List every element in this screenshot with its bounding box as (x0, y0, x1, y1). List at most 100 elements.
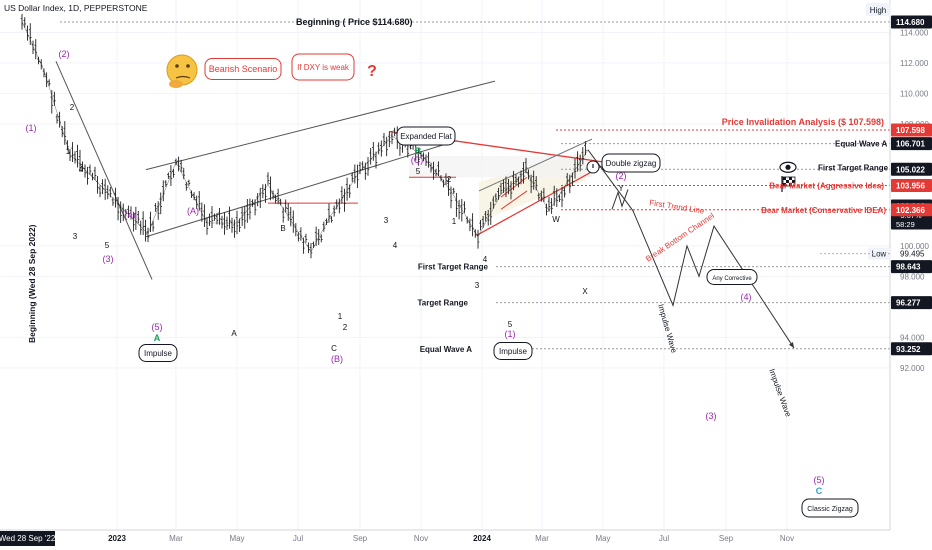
high-price-tag-bg (891, 15, 932, 29)
impulse-mid-box: Impulse (493, 342, 533, 360)
symbol-title: US Dollar Index, 1D, PEPPERSTONE (4, 3, 148, 13)
equal-wave-a-low-price-tag-text: 93.252 (896, 345, 921, 354)
low-label-bg (868, 247, 891, 260)
any-corrective-box: Any Corrective (706, 269, 758, 285)
wave-label: 2 (70, 103, 75, 112)
classic-zigzag-box-text: Classic Zigzag (807, 506, 853, 513)
current-price-tag-countdown: 58:29 (896, 220, 915, 229)
conservative-price-tag: 102.366 (891, 203, 932, 217)
wave-label: 2 (447, 175, 452, 184)
eye-icon (779, 161, 797, 173)
time-tick-label: May (595, 534, 610, 543)
wave-label: Y (618, 184, 624, 193)
corrective-zigzag (611, 189, 629, 210)
wave-label: 1 (66, 147, 71, 156)
flag-frame (782, 176, 796, 187)
expanded-flat-box: Expanded Flat (396, 126, 456, 146)
thinking-face-mouth (175, 75, 191, 79)
wave-label: 3 (73, 232, 78, 241)
price-tick-label: 114.000 (900, 28, 929, 37)
wave-label: 4 (79, 165, 84, 174)
wave-label: C (331, 344, 337, 353)
impulse-left-box-frame (138, 344, 178, 362)
price-axis-background (890, 0, 932, 550)
expanded-flat-upper-line (145, 80, 496, 171)
high-label: High (870, 6, 886, 15)
wave-label: C (816, 486, 823, 496)
thinking-face-eye-right (186, 64, 190, 68)
time-tick-label: Sep (353, 534, 368, 543)
low-price-tag: 99.495 (900, 250, 925, 259)
if-dxy-weak-box-frame (291, 53, 355, 81)
wave-label: 3 (475, 281, 480, 290)
price-tick-label: 100.000 (900, 242, 929, 251)
wave-label: (2) (616, 171, 627, 181)
time-tick-label: Nov (780, 534, 794, 543)
thinking-face-icon (166, 54, 198, 88)
time-axis-background (0, 530, 932, 550)
if-dxy-weak-box: If DXY is weak (291, 53, 355, 81)
impulse-channel-line (55, 61, 153, 280)
wave-label: A (154, 333, 161, 343)
flag-square (792, 180, 795, 183)
price-path (21, 21, 589, 253)
equal-wave-a-low-label: Equal Wave A (420, 345, 473, 354)
time-tick-label: 2023 (108, 534, 126, 543)
expanded-flat-box-frame (396, 126, 456, 146)
price-tick-label: 98.000 (900, 272, 925, 281)
bearish-scenario-box: Bearish Scenario (204, 58, 282, 80)
any-corrective-box-frame (706, 269, 758, 285)
price-tick-label: 92.000 (900, 364, 925, 373)
impulse-left-box-text: Impulse (144, 349, 173, 358)
aggressive-price-tag: 103.956 (891, 179, 932, 193)
wave-label: 5 (416, 167, 421, 176)
first-target-range-price-tag: 98.643 (891, 260, 932, 274)
question-mark: ? (367, 63, 377, 80)
double-zigzag-box: Double zigzag (601, 153, 661, 173)
flag-square (783, 177, 786, 180)
annotations: Beginning ( Price $114.680) Bearish Scena… (138, 17, 889, 518)
wave-label: W (552, 215, 560, 224)
aggressive-price-tag-text: 103.956 (896, 182, 925, 191)
flag-square (789, 183, 792, 186)
thinking-face-eye-left (175, 64, 179, 68)
wave-label: 2 (343, 323, 348, 332)
wave-label: X (582, 287, 588, 296)
wave-label: (4) (125, 210, 136, 220)
wave-label: (3) (706, 411, 717, 421)
time-tick-label: Jul (293, 534, 303, 543)
any-corrective-box-text: Any Corrective (712, 276, 752, 282)
mini-channel-1 (500, 190, 528, 210)
aggressive-price-tag-bg (891, 179, 932, 193)
first-target-price-tag-text: 105.022 (896, 165, 925, 174)
first-target-range-left-label: First Target Range (418, 263, 489, 272)
price-series (20, 13, 795, 349)
bearish-scenario-box-text: Bearish Scenario (209, 64, 278, 74)
wave-label: B (280, 224, 285, 233)
conservative-price-tag-bg (891, 203, 932, 217)
wave-labels: (1)(2)21345(3)(4)(5)A(A)ABC12(B)345(C)B1… (26, 49, 825, 496)
if-dxy-weak-box-text: If DXY is weak (297, 63, 350, 72)
price-tick-label: 112.000 (900, 59, 929, 68)
invalidation-price-tag-text: 107.598 (896, 126, 925, 135)
eye-pupil (785, 164, 791, 170)
equal-wave-a-low-price-tag: 93.252 (891, 342, 932, 356)
expanded-flat-lower-line (145, 140, 458, 238)
wave-label: (5) (814, 475, 825, 485)
time-tick-label: 2024 (473, 534, 491, 543)
wave-label: 4 (393, 241, 398, 250)
equal-wave-a-price-tag: 106.701 (891, 137, 932, 151)
time-tick-label: Nov (414, 534, 428, 543)
forecast-path (587, 149, 795, 349)
checkered-flag-icon (781, 176, 796, 192)
wave-label: 5 (105, 241, 110, 250)
wave-label: (3) (103, 254, 114, 264)
wave-label: (1) (505, 329, 516, 339)
equal-wave-a-price-tag-bg (891, 137, 932, 151)
high-price-tag-text: 114.680 (896, 18, 925, 27)
double-zigzag-box-text: Double zigzag (606, 159, 657, 168)
wave-label: (4) (741, 292, 752, 302)
